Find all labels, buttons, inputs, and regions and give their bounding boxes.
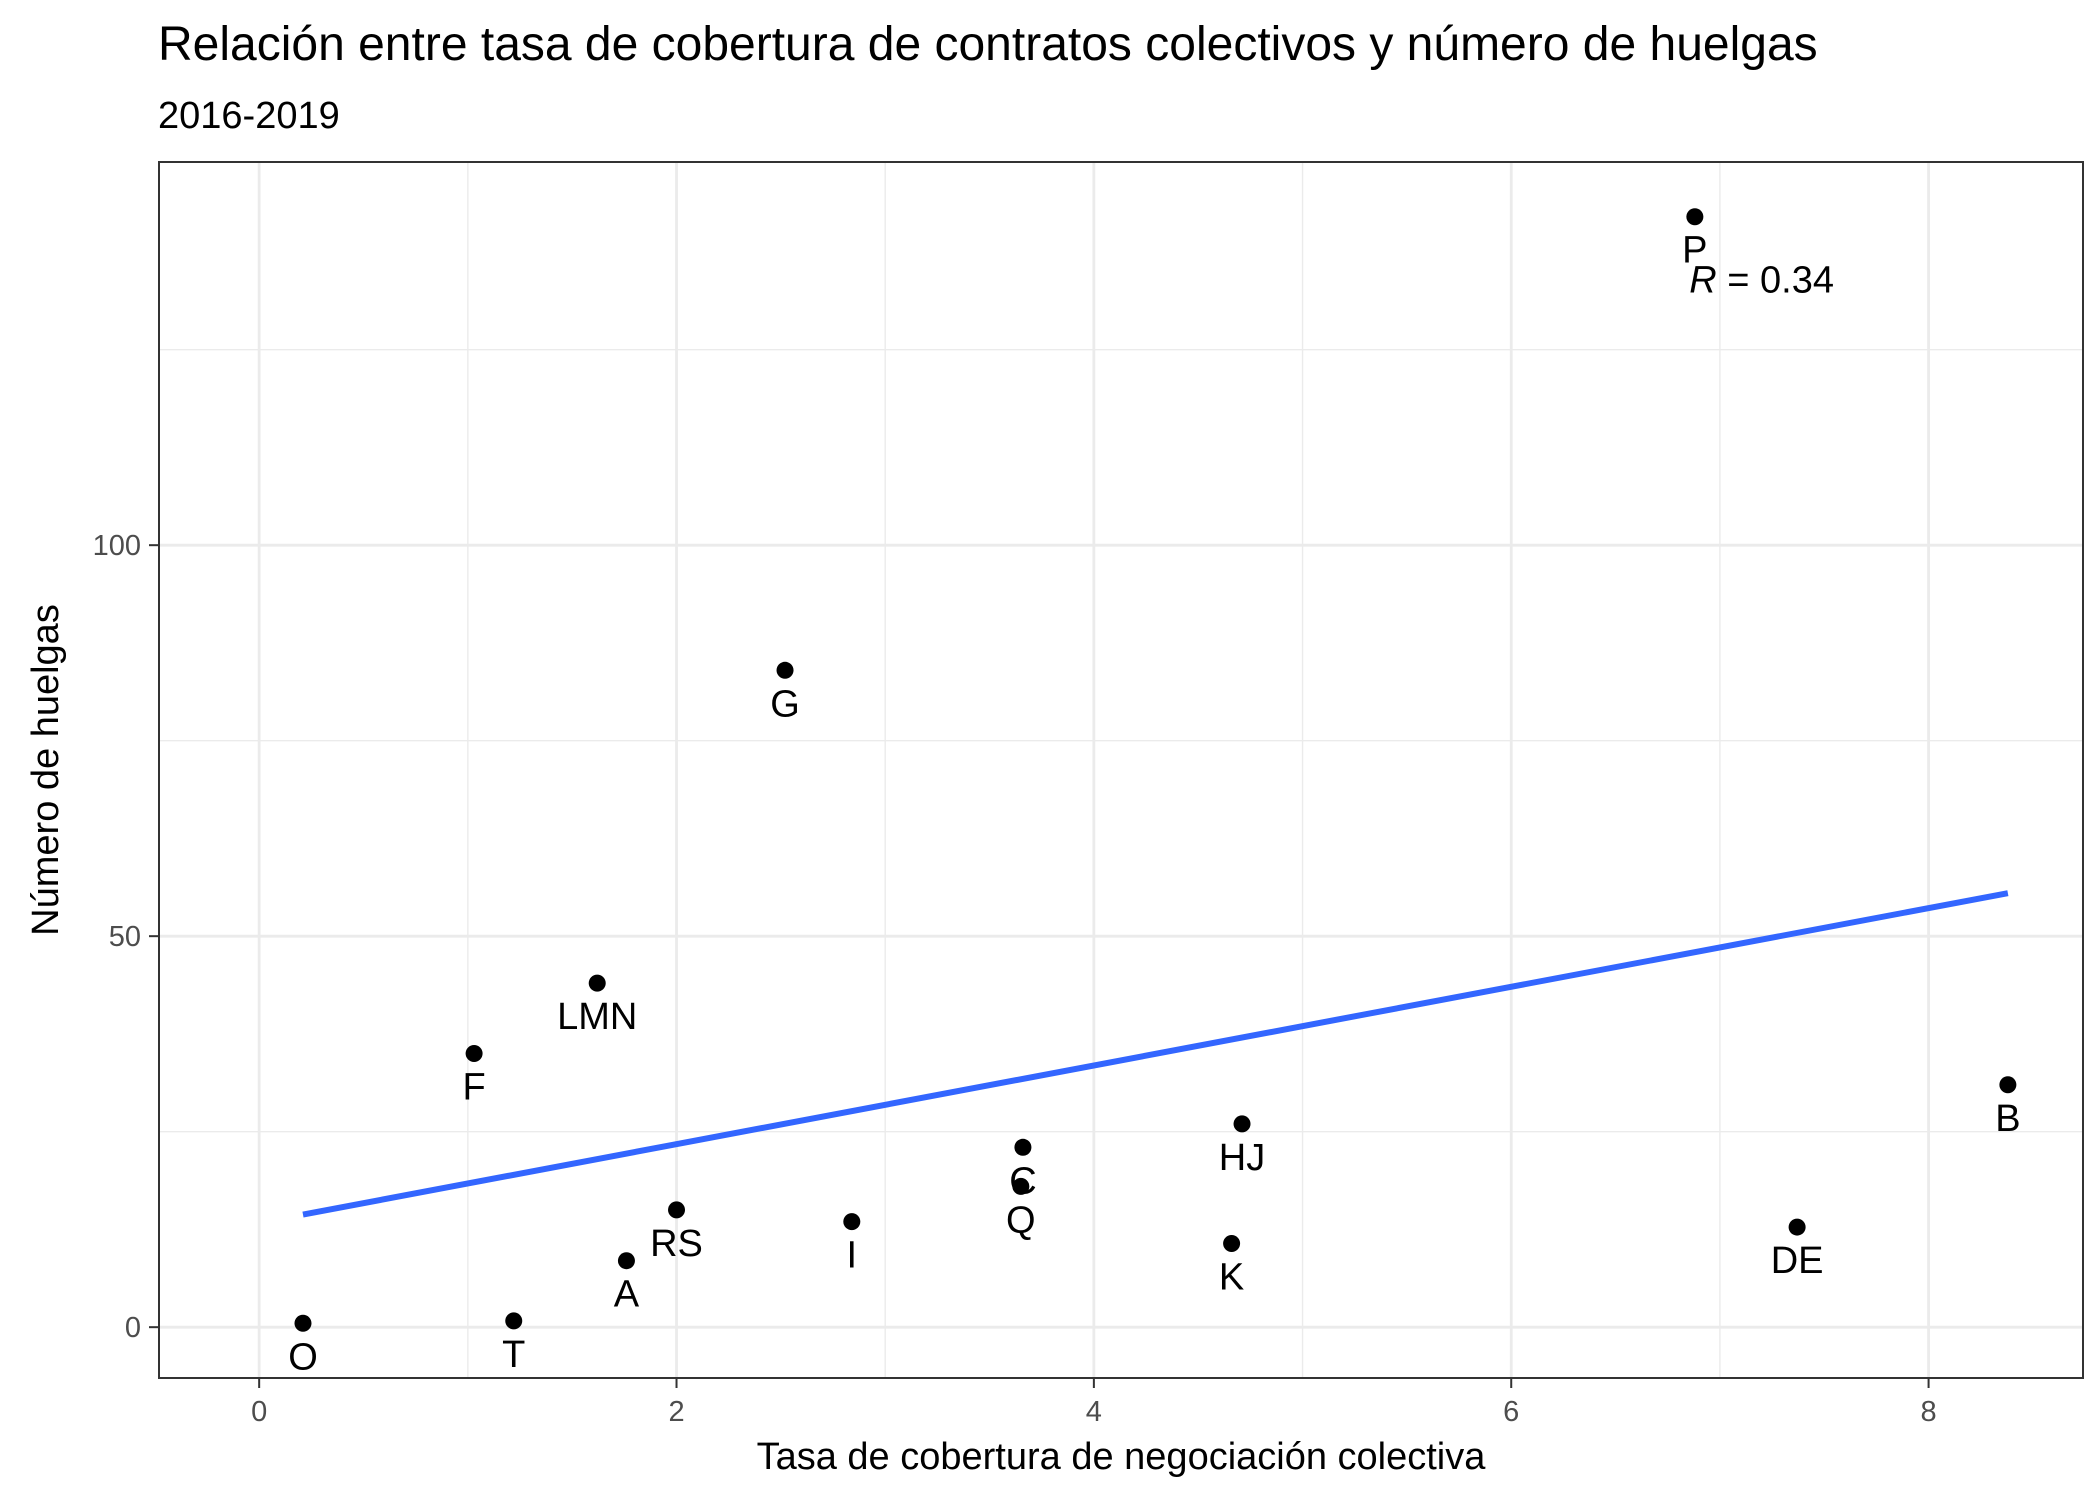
point-label-i: I — [847, 1235, 858, 1277]
point-label-lmn: LMN — [557, 996, 637, 1038]
data-point-rs — [668, 1201, 686, 1219]
correlation-symbol: R — [1689, 259, 1716, 301]
trend-line — [302, 890, 2009, 1218]
data-point-q — [1012, 1177, 1030, 1195]
y-tick-label: 100 — [93, 530, 141, 562]
data-point-t — [505, 1312, 523, 1330]
data-point-o — [294, 1314, 312, 1332]
data-point-k — [1223, 1234, 1241, 1252]
plot-panel-background — [159, 162, 2083, 1378]
point-label-a: A — [614, 1274, 640, 1316]
x-tick-label: 2 — [668, 1396, 684, 1428]
x-tick-label: 0 — [251, 1396, 267, 1428]
data-point-g — [776, 661, 794, 679]
point-label-de: DE — [1771, 1240, 1824, 1282]
labels-layer: P G LMN F B HJ CQ RS I DE K A T O — [288, 230, 2020, 1379]
x-axis-title: Tasa de cobertura de negociación colecti… — [757, 1436, 1487, 1478]
y-tick-label: 50 — [109, 921, 141, 953]
chart-subtitle: 2016-2019 — [158, 95, 340, 137]
point-label-p: P — [1682, 230, 1707, 272]
correlation-value: = 0.34 — [1717, 259, 1834, 301]
point-label-o: O — [288, 1336, 318, 1378]
data-point-c — [1014, 1138, 1032, 1156]
point-label-q: Q — [1006, 1199, 1036, 1241]
plot-panel-border — [158, 161, 2084, 1379]
trend-layer — [302, 890, 2009, 1218]
point-label-rs: RS — [650, 1223, 703, 1265]
correlation-annotation: R = 0.34 — [1689, 259, 1834, 301]
x-tick-label: 8 — [1921, 1396, 1937, 1428]
data-point-f — [465, 1044, 483, 1062]
point-label-g: G — [770, 683, 800, 725]
data-point-de — [1788, 1218, 1806, 1236]
point-label-f: F — [462, 1066, 485, 1108]
data-point-hj — [1233, 1115, 1251, 1133]
point-label-c: C — [1009, 1160, 1036, 1202]
point-label-hj: HJ — [1219, 1137, 1265, 1179]
x-tick-label: 6 — [1503, 1396, 1519, 1428]
y-axis-title: Número de huelgas — [25, 604, 67, 936]
axis-layer: 0 2 4 6 8 0 50 100 — [93, 530, 1937, 1428]
data-point-b — [1999, 1076, 2017, 1094]
x-tick-label: 4 — [1086, 1396, 1102, 1428]
y-tick-label: 0 — [125, 1312, 141, 1344]
point-label-t: T — [502, 1334, 525, 1376]
data-point-i — [843, 1213, 861, 1231]
chart-title: Relación entre tasa de cobertura de cont… — [158, 18, 1818, 71]
data-point-p — [1686, 208, 1704, 226]
grid-layer — [159, 162, 2083, 1378]
points-layer — [294, 208, 2017, 1332]
data-point-lmn — [588, 974, 606, 992]
point-label-b: B — [1995, 1098, 2020, 1140]
point-label-k: K — [1219, 1256, 1244, 1298]
data-point-a — [617, 1252, 635, 1270]
